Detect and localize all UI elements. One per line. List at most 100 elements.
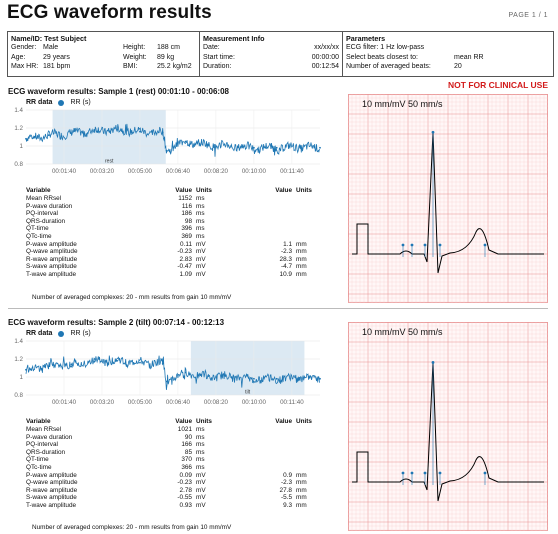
cell-value: -0.47 (177, 263, 192, 271)
cell-value2 (236, 449, 292, 457)
sample1-rr-chart: rest 0.8 1 1.2 1.4 00:01:40 00:03:20 00:05:00 00… (14, 107, 321, 175)
rr-data-point (319, 377, 321, 380)
table-row: P-wave duration 116 ms (26, 203, 328, 211)
th-units2: Units (296, 187, 312, 194)
page-number: PAGE 1 / 1 (508, 12, 548, 19)
age-label: Age: (11, 53, 26, 61)
cell-units: mV (196, 240, 206, 248)
fiducial-marker-dot (410, 471, 414, 475)
cell-units2 (292, 456, 328, 464)
fiducial-marker-dot (401, 471, 405, 475)
cell-value: 186 (181, 210, 192, 218)
cell-variable: QRS-duration (26, 217, 66, 225)
calibration-pulse (352, 223, 373, 255)
cell-value2: 9.3 (283, 501, 292, 509)
th-value2: Value (275, 187, 292, 194)
cell-units2 (292, 218, 328, 226)
cell-value2 (236, 233, 292, 241)
table-row: R-wave amplitude 2.78 mV 27.8 mm (26, 487, 328, 495)
measurement-heading: Measurement Info (203, 34, 265, 43)
height-value: 188 cm (157, 44, 180, 52)
sample2-legend: RR data RR (s) (26, 330, 91, 337)
cell-units2: mm (296, 486, 307, 494)
rr-data-point (184, 371, 187, 374)
rr-data-point (253, 377, 255, 380)
legend-rr-data: RR data (26, 330, 53, 337)
cell-units: ms (196, 232, 205, 240)
cell-variable: QT-time (26, 456, 49, 464)
cell-units: mV (196, 248, 206, 256)
cell-value: 116 (181, 202, 192, 210)
table-row: QTc-time 369 ms (26, 233, 328, 241)
legend-rr-data: RR data (26, 99, 53, 106)
cell-value: 0.09 (179, 471, 192, 479)
cell-variable: R-wave amplitude (26, 255, 78, 263)
cell-value2 (236, 210, 292, 218)
subject-heading: Name/ID: Test Subject (11, 34, 87, 43)
cell-units: ms (196, 448, 205, 456)
cell-units: ms (196, 195, 205, 202)
maxhr-value: 181 bpm (43, 62, 71, 70)
cell-value: 369 (181, 232, 192, 240)
table-row: T-wave amplitude 1.09 mV 10.9 mm (26, 271, 328, 279)
sample1-values-table: Variable Value Units Value Units Mean RR… (26, 186, 328, 279)
table-row: Mean RRsel 1021 ms (26, 426, 328, 434)
rr-data-point (275, 377, 278, 380)
date-value: xx/xx/xx (314, 44, 339, 52)
table-row: P-wave amplitude 0.11 mV 1.1 mm (26, 241, 328, 249)
table-header-row: Variable Value Units Value Units (26, 186, 328, 195)
cell-variable: QRS-duration (26, 448, 66, 456)
subject-box: Name/ID: Test Subject Gender: Male Height:… (8, 32, 200, 76)
averaged-ecg-waveform (373, 362, 544, 502)
sample1-ecg-panel: 10 mm/mV 50 mm/s (348, 94, 548, 303)
th-value: Value (175, 418, 192, 425)
cell-variable: Q-wave amplitude (26, 248, 78, 256)
fiducial-marker-dot (431, 361, 435, 364)
gender-value: Male (43, 44, 59, 52)
cell-units2 (292, 464, 328, 472)
cell-units2: mm (296, 471, 307, 479)
sample1-title: ECG waveform results: Sample 1 (rest) 00… (8, 87, 229, 96)
th-variable: Variable (26, 187, 51, 194)
cell-value: 1.09 (179, 270, 192, 278)
x-tick-label: 00:01:40 (52, 399, 77, 406)
x-tick-label: 00:11:40 (280, 399, 304, 406)
cell-units2: mm (296, 248, 307, 256)
table-row: PQ-interval 166 ms (26, 441, 328, 449)
report-title: ECG waveform results (7, 2, 212, 23)
sample2-title: ECG waveform results: Sample 2 (tilt) 00… (8, 318, 225, 327)
cell-units2: mm (296, 494, 307, 502)
cell-units: mV (196, 494, 206, 502)
fiducial-marker-dot (483, 243, 487, 247)
selection-highlight (52, 110, 166, 164)
cell-value2: 1.1 (283, 240, 292, 248)
rr-data-point (25, 368, 27, 371)
fiducial-marker-dot (401, 243, 405, 247)
selection-highlight (190, 341, 305, 395)
avg-label: Number of averaged beats: (346, 62, 431, 70)
bmi-label: BMI: (123, 62, 138, 70)
parameters-heading: Parameters (346, 34, 386, 43)
rr-data-point (161, 362, 164, 365)
table-row: QTc-time 366 ms (26, 464, 328, 472)
cell-units: ms (196, 426, 205, 433)
rr-data-point (47, 365, 50, 368)
table-row: Mean RRsel 1152 ms (26, 195, 328, 203)
table-row: S-wave amplitude -0.55 mV -5.5 mm (26, 494, 328, 502)
th-units: Units (196, 187, 212, 194)
duration-value: 00:12:54 (311, 62, 339, 70)
y-tick-label: 0.8 (14, 161, 23, 168)
x-tick-label: 00:03:20 (90, 399, 115, 406)
rr-data-point (165, 380, 168, 383)
cell-value2: -5.5 (280, 494, 292, 502)
cell-value2: 10.9 (279, 270, 292, 278)
rr-data-point (253, 146, 255, 149)
th-value2: Value (275, 418, 292, 425)
table-row: PQ-interval 186 ms (26, 210, 328, 218)
legend-rr-s: RR (s) (70, 330, 91, 337)
cell-units2: mm (296, 263, 307, 271)
cell-value: -0.23 (177, 479, 192, 487)
weight-value: 89 kg (157, 53, 175, 61)
legend-dot-icon (58, 330, 65, 337)
info-panel: Name/ID: Test Subject Gender: Male Height:… (7, 31, 554, 77)
